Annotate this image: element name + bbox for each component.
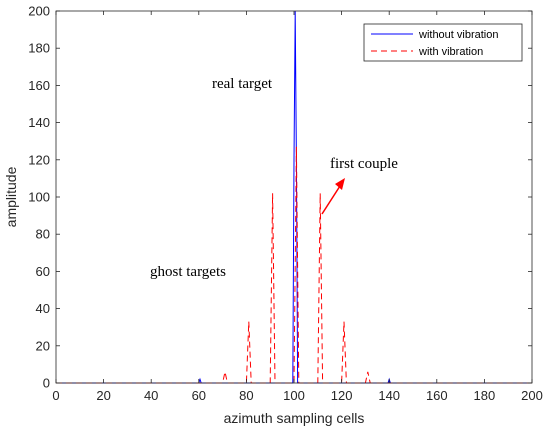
arrow-shaft <box>321 185 341 215</box>
legend-label-without-vibration: without vibration <box>418 29 499 41</box>
tick-layer: 0 20 40 60 80 100 120 140 160 180 200 0 20 40 60 80 100 1… <box>28 4 543 404</box>
x-tick-label: 40 <box>144 388 158 403</box>
annotation-ghost-targets: ghost targets <box>150 264 226 280</box>
x-tick-label: 120 <box>331 388 353 403</box>
annotation-first-couple: first couple <box>330 156 398 172</box>
annotation-real-target: real target <box>212 76 273 92</box>
y-tick-label: 60 <box>36 264 50 279</box>
y-tick-label: 180 <box>28 41 50 56</box>
x-tick-label: 160 <box>426 388 448 403</box>
x-tick-label: 20 <box>96 388 110 403</box>
x-tick-label: 60 <box>192 388 206 403</box>
x-tick-label: 0 <box>52 388 59 403</box>
arrow-head <box>335 178 345 190</box>
x-tick-label: 80 <box>239 388 253 403</box>
y-tick-label: 100 <box>28 190 50 205</box>
y-tick-label: 140 <box>28 115 50 130</box>
x-tick-label: 140 <box>378 388 400 403</box>
y-tick-label: 80 <box>36 227 50 242</box>
y-tick-label: 120 <box>28 152 50 167</box>
x-axis-label: azimuth sampling cells <box>224 410 365 426</box>
annotation-arrow <box>321 178 345 215</box>
x-tick-label: 180 <box>474 388 496 403</box>
x-tick-label: 100 <box>283 388 305 403</box>
legend: without vibration with vibration <box>363 23 523 62</box>
legend-box <box>363 23 523 62</box>
y-axis-label: amplitude <box>3 166 19 227</box>
y-tick-label: 0 <box>43 376 50 391</box>
legend-label-with-vibration: with vibration <box>418 46 483 58</box>
y-tick-label: 160 <box>28 78 50 93</box>
y-tick-label: 40 <box>36 301 50 316</box>
x-tick-label: 200 <box>521 388 543 403</box>
y-tick-label: 20 <box>36 338 50 353</box>
y-tick-label: 200 <box>28 4 50 19</box>
